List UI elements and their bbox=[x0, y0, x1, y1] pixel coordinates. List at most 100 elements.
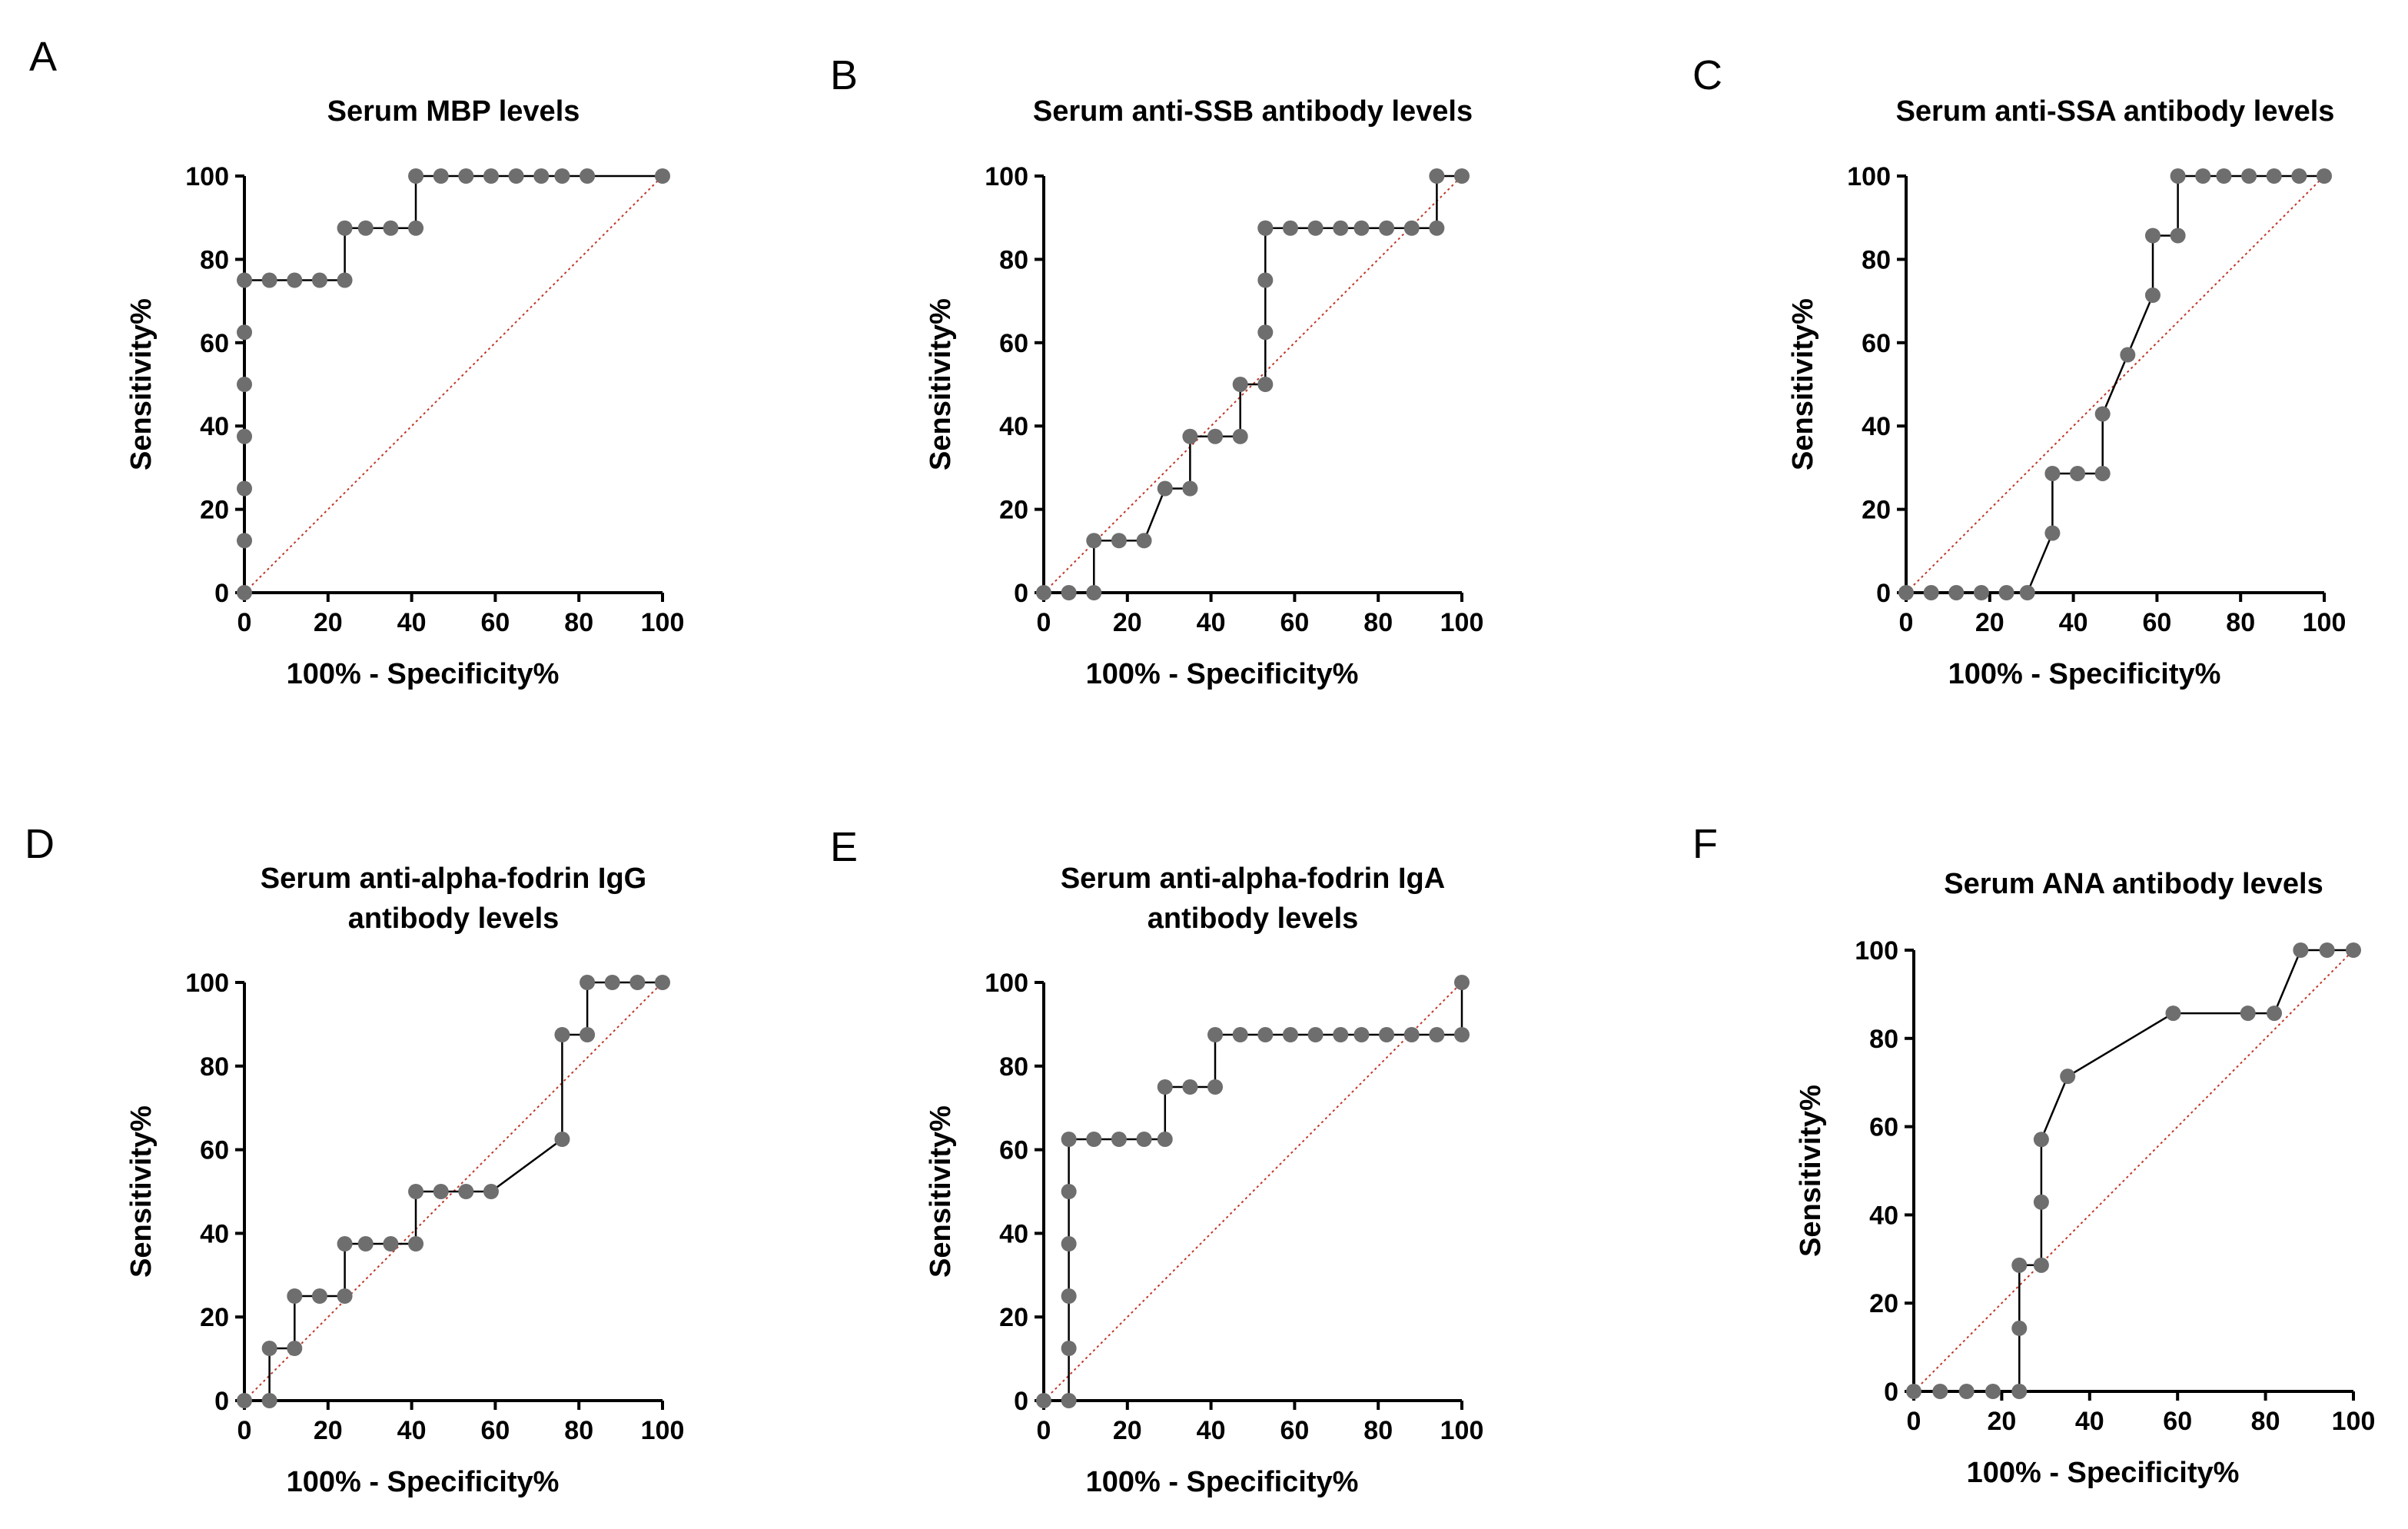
roc-point bbox=[357, 1236, 374, 1251]
roc-point bbox=[1086, 1132, 1102, 1147]
reference-line bbox=[1043, 175, 1463, 593]
roc-point bbox=[383, 220, 399, 236]
x-tick-label: 20 bbox=[314, 1416, 343, 1445]
y-tick-label: 80 bbox=[200, 1052, 229, 1082]
y-tick-label: 60 bbox=[999, 1136, 1028, 1165]
roc-point bbox=[2094, 406, 2111, 422]
roc-point bbox=[237, 1393, 252, 1408]
roc-point bbox=[2060, 1069, 2076, 1085]
roc-panel-e: E Serum anti-alpha-fodrin IgA antibody lev… bbox=[830, 824, 1483, 1498]
x-tick-label: 40 bbox=[397, 1416, 427, 1445]
x-tick-label: 80 bbox=[2251, 1407, 2280, 1436]
roc-point bbox=[1157, 1132, 1173, 1147]
x-tick-label: 20 bbox=[1975, 608, 2004, 637]
roc-point bbox=[1111, 1132, 1127, 1147]
y-tick-label: 100 bbox=[185, 969, 229, 998]
y-tick-label: 0 bbox=[214, 579, 229, 608]
roc-point bbox=[1333, 220, 1349, 236]
roc-panel-b: B Serum anti-SSB antibody levels 0 20 40 60 80… bbox=[830, 52, 1483, 690]
y-tick-label: 80 bbox=[999, 1052, 1028, 1082]
x-axis-label: 100% - Specificity% bbox=[287, 658, 560, 690]
roc-point bbox=[2267, 1005, 2283, 1022]
roc-point bbox=[1353, 1027, 1370, 1042]
roc-point bbox=[1061, 1288, 1077, 1304]
roc-point bbox=[655, 168, 670, 184]
y-tick-label: 0 bbox=[1014, 1387, 1028, 1416]
roc-point bbox=[2070, 465, 2086, 481]
y-tick-label: 60 bbox=[200, 1136, 229, 1165]
roc-point bbox=[311, 1288, 327, 1304]
y-tick-label: 80 bbox=[1869, 1025, 1898, 1054]
roc-point bbox=[1454, 975, 1470, 990]
roc-point bbox=[1932, 1384, 1948, 1399]
roc-point bbox=[2317, 168, 2332, 184]
x-tick-label: 0 bbox=[237, 608, 252, 637]
chart-title: Serum MBP levels bbox=[327, 95, 580, 128]
y-tick-label: 40 bbox=[1862, 412, 1891, 441]
x-tick-label: 40 bbox=[397, 608, 427, 637]
y-tick-label: 20 bbox=[1869, 1289, 1898, 1318]
x-tick-label: 100 bbox=[2303, 608, 2347, 637]
x-tick-label: 100 bbox=[641, 1416, 685, 1445]
x-tick-label: 100 bbox=[2332, 1407, 2376, 1436]
y-tick-label: 40 bbox=[200, 412, 229, 441]
x-tick-label: 100 bbox=[641, 608, 685, 637]
y-tick-label: 60 bbox=[200, 329, 229, 358]
y-tick-label: 100 bbox=[1855, 936, 1898, 966]
roc-point bbox=[2011, 1384, 2028, 1399]
roc-point bbox=[1182, 1079, 1198, 1095]
roc-point bbox=[237, 585, 252, 600]
reference-line bbox=[1913, 949, 2354, 1392]
y-tick-label: 0 bbox=[1884, 1378, 1898, 1407]
x-tick-label: 40 bbox=[2075, 1407, 2104, 1436]
roc-point bbox=[554, 168, 570, 184]
roc-point bbox=[1906, 1384, 1921, 1399]
roc-point bbox=[1282, 220, 1298, 236]
roc-point bbox=[1257, 377, 1274, 392]
roc-curve-line bbox=[1906, 175, 2324, 594]
panel-letter: B bbox=[830, 52, 858, 98]
y-tick-label: 80 bbox=[999, 245, 1028, 274]
roc-point bbox=[655, 975, 670, 990]
roc-point bbox=[1111, 533, 1127, 549]
roc-point bbox=[1454, 168, 1470, 184]
roc-point bbox=[1061, 1184, 1077, 1199]
roc-point bbox=[1086, 585, 1102, 600]
roc-point bbox=[580, 168, 596, 184]
roc-point bbox=[2241, 168, 2257, 184]
roc-point bbox=[1898, 585, 1914, 600]
chart-title: Serum anti-SSB antibody levels bbox=[1033, 95, 1473, 128]
x-tick-label: 80 bbox=[564, 1416, 593, 1445]
roc-point bbox=[2240, 1005, 2256, 1022]
roc-point bbox=[337, 1288, 353, 1304]
roc-point bbox=[554, 1027, 570, 1042]
roc-point bbox=[2044, 465, 2061, 481]
y-tick-label: 40 bbox=[999, 1219, 1028, 1248]
roc-point bbox=[2044, 525, 2061, 541]
roc-point bbox=[1157, 1079, 1173, 1095]
roc-point bbox=[311, 272, 327, 288]
x-tick-label: 60 bbox=[480, 1416, 510, 1445]
roc-point bbox=[1985, 1384, 2001, 1399]
roc-point bbox=[629, 975, 646, 990]
y-tick-label: 20 bbox=[999, 496, 1028, 525]
y-axis-label: Sensitivity% bbox=[1795, 1085, 1827, 1257]
panel-letter: D bbox=[25, 821, 55, 867]
roc-point bbox=[1948, 585, 1965, 600]
x-tick-label: 80 bbox=[564, 608, 593, 637]
roc-point bbox=[2216, 168, 2232, 184]
roc-point bbox=[483, 1184, 499, 1199]
roc-point bbox=[287, 1341, 303, 1356]
y-tick-label: 60 bbox=[1862, 329, 1891, 358]
x-tick-label: 100 bbox=[1440, 1416, 1484, 1445]
y-tick-label: 100 bbox=[985, 969, 1028, 998]
x-tick-label: 40 bbox=[1197, 1416, 1226, 1445]
y-tick-label: 100 bbox=[985, 162, 1028, 191]
roc-point bbox=[1973, 585, 1989, 600]
reference-line bbox=[244, 982, 663, 1401]
roc-point bbox=[1207, 428, 1224, 444]
roc-point bbox=[1429, 220, 1445, 236]
x-tick-label: 60 bbox=[1280, 1416, 1309, 1445]
y-tick-label: 20 bbox=[1862, 496, 1891, 525]
chart-title: Serum ANA antibody levels bbox=[1944, 868, 2323, 900]
